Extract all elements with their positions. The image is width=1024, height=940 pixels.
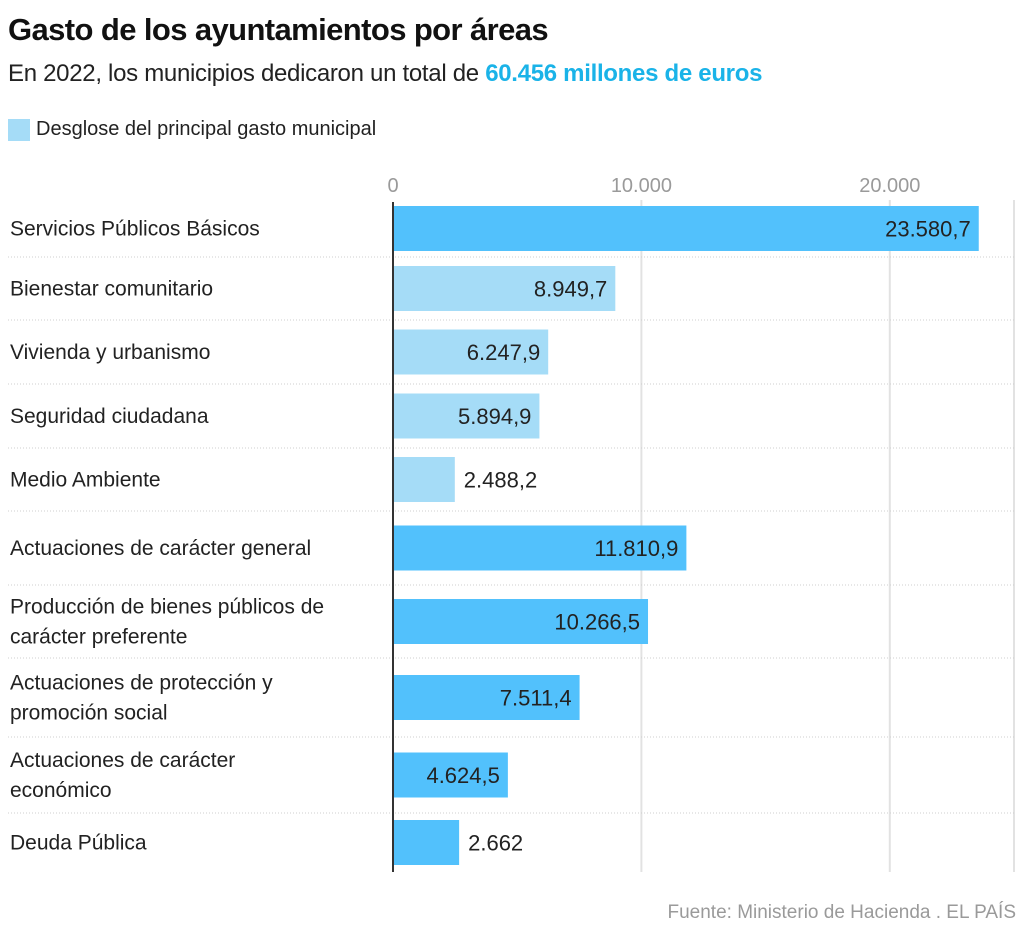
bar-value-label: 7.511,4 (500, 686, 572, 711)
category-label: Deuda Pública (10, 832, 147, 855)
category-label: Bienestar comunitario (10, 278, 213, 301)
bar-value-label: 11.810,9 (594, 536, 678, 561)
bar (393, 675, 580, 720)
legend-swatch (8, 118, 30, 141)
x-tick-label: 0 (387, 175, 398, 197)
category-label: Producción de bienes públicos de (10, 596, 324, 619)
legend: Desglose del principal gasto municipal (8, 118, 376, 141)
chart-title: Gasto de los ayuntamientos por áreas (8, 12, 549, 47)
bar-value-label: 23.580,7 (885, 217, 971, 242)
category-label: Seguridad ciudadana (10, 405, 209, 428)
category-label: Servicios Públicos Básicos (10, 218, 260, 241)
category-label: Vivienda y urbanismo (10, 341, 210, 364)
bar (393, 329, 549, 375)
category-label: carácter preferente (10, 626, 187, 649)
chart-subtitle: En 2022, los municipios dedicaron un tot… (8, 60, 762, 88)
category-label: Actuaciones de protección y (10, 672, 273, 695)
bar (393, 525, 687, 571)
legend-label: Desglose del principal gasto municipal (36, 118, 377, 140)
bar-value-label: 10.266,5 (554, 610, 640, 635)
bar-value-label: 8.949,7 (534, 277, 607, 302)
source-note: Fuente: Ministerio de Hacienda . EL PAÍS (667, 902, 1016, 923)
category-label: económico (10, 779, 112, 802)
bar-value-label: 4.624,5 (426, 763, 499, 788)
subtitle-highlight: 60.456 millones de euros (485, 60, 763, 87)
bar (393, 599, 649, 644)
category-label: Medio Ambiente (10, 469, 161, 492)
bar (393, 752, 508, 798)
bar (393, 266, 616, 311)
bar (393, 457, 455, 502)
x-tick-label: 20.000 (859, 175, 920, 197)
bar-value-label: 2.662 (468, 831, 523, 856)
bar-value-label: 6.247,9 (467, 340, 540, 365)
bar-chart: 0 10.000 20.000 23.580,7 Servicios Públicos … (8, 175, 1016, 872)
bar (393, 206, 979, 251)
bar (393, 820, 460, 865)
bar-value-label: 5.894,9 (458, 404, 531, 429)
x-tick-label: 10.000 (611, 175, 672, 197)
bar (393, 393, 540, 439)
category-label: promoción social (10, 702, 168, 725)
bar-value-label: 2.488,2 (464, 468, 537, 493)
subtitle-text: En 2022, los municipios dedicaron un tot… (8, 60, 486, 87)
category-label: Actuaciones de carácter general (10, 537, 311, 560)
category-label: Actuaciones de carácter (10, 749, 235, 772)
